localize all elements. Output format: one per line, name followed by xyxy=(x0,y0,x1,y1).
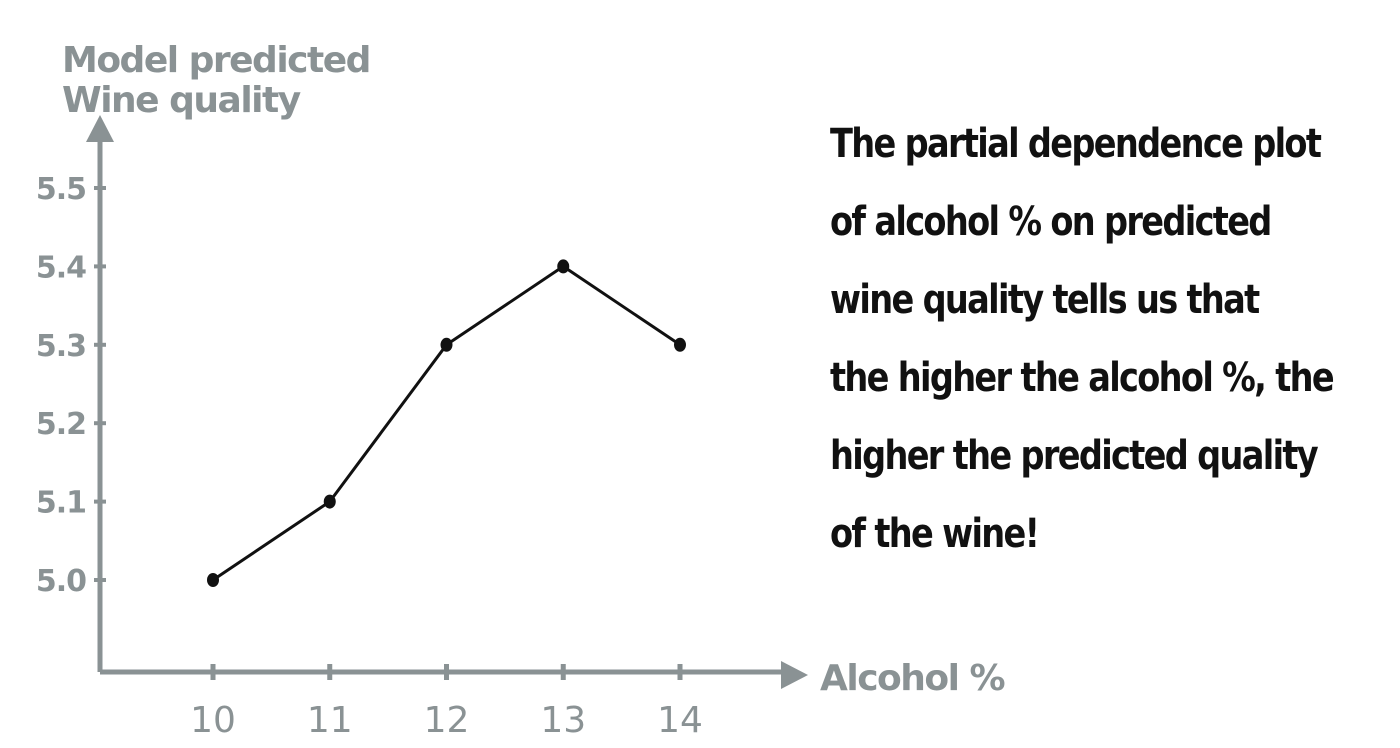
annotation-line: of alcohol % on predicted xyxy=(830,199,1272,245)
data-point xyxy=(557,259,570,274)
series-line xyxy=(212,264,681,582)
y-tick-label: 5.4 xyxy=(36,250,86,285)
x-tick-label: 11 xyxy=(307,700,353,741)
x-axis-title: Alcohol % xyxy=(820,658,1005,699)
annotation-line: of the wine! xyxy=(830,511,1040,557)
y-axis-arrowhead xyxy=(86,115,114,142)
y-tick-label: 5.2 xyxy=(36,407,86,442)
x-tick-label: 10 xyxy=(190,700,236,741)
x-axis-arrowhead xyxy=(781,661,808,689)
series xyxy=(207,259,686,587)
annotation-text: The partial dependence plot of alcohol %… xyxy=(830,105,1335,573)
y-ticks: 5.0 5.1 5.2 5.3 5.4 5.5 xyxy=(36,172,106,599)
x-ticks: 10 11 12 13 14 xyxy=(190,664,703,741)
x-tick-label: 14 xyxy=(657,700,703,741)
y-tick-label: 5.3 xyxy=(36,329,86,364)
y-tick-label: 5.5 xyxy=(36,172,86,207)
y-axis-title-line-2: Wine quality xyxy=(62,80,301,121)
y-tick-label: 5.0 xyxy=(36,564,86,599)
x-tick-label: 13 xyxy=(540,700,586,741)
data-point xyxy=(207,573,219,587)
annotation-line: wine quality tells us that xyxy=(830,277,1260,323)
data-point xyxy=(323,494,336,509)
annotation-line: The partial dependence plot xyxy=(830,121,1322,167)
annotation-line: the higher the alcohol %, the xyxy=(830,355,1335,401)
x-tick-label: 12 xyxy=(424,700,470,741)
y-tick-label: 5.1 xyxy=(36,486,86,521)
axes xyxy=(86,115,808,689)
y-axis-title-line-1: Model predicted xyxy=(62,40,370,81)
annotation-line: higher the predicted quality xyxy=(830,433,1319,479)
data-point xyxy=(674,337,686,352)
data-point xyxy=(440,337,453,352)
